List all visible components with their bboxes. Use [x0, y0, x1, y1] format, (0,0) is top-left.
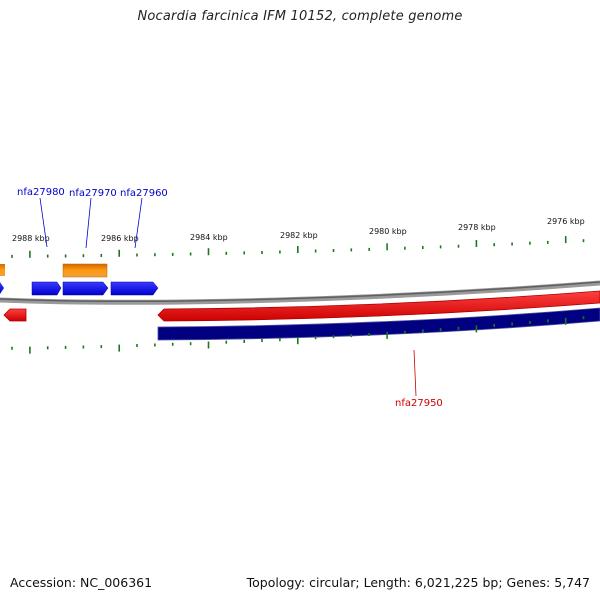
- tick-marks-top: [11, 236, 585, 258]
- leader-nfa27980: [39, 197, 48, 248]
- gene-nfa27980-arrow: [31, 281, 62, 296]
- gene-nfa27970-arrow: [62, 281, 109, 296]
- genome-summary-text: Topology: circular; Length: 6,021,225 bp…: [246, 575, 590, 590]
- tick-marks-bottom: [11, 316, 585, 354]
- leader-nfa27950: [413, 349, 417, 397]
- gene-blue-edge-arrow: [0, 282, 4, 294]
- orange-feature-left: [0, 264, 5, 276]
- gene-small-red-arrow: [3, 308, 27, 322]
- navy-band: [157, 307, 600, 341]
- tick-label-2988: 2988 kbp: [12, 234, 50, 243]
- leader-nfa27970: [85, 197, 92, 249]
- gene-label-nfa27960: nfa27960: [120, 188, 168, 199]
- gene-label-nfa27950: nfa27950: [395, 398, 443, 409]
- tick-label-2986: 2986 kbp: [101, 234, 139, 243]
- tick-label-2984: 2984 kbp: [190, 233, 228, 242]
- backbone-arc-highlight: [0, 281, 600, 303]
- orange-feature: [62, 263, 108, 278]
- leader-nfa27960: [134, 197, 143, 249]
- tick-label-2978: 2978 kbp: [458, 223, 496, 232]
- gene-label-nfa27970: nfa27970: [69, 188, 117, 199]
- gene-nfa27960-arrow: [110, 281, 159, 296]
- backbone-arc: [0, 280, 600, 305]
- tick-label-2980: 2980 kbp: [369, 227, 407, 236]
- tick-label-2976: 2976 kbp: [547, 217, 585, 226]
- gene-label-nfa27980: nfa27980: [17, 187, 65, 198]
- accession-text: Accession: NC_006361: [10, 575, 153, 590]
- tick-label-2982: 2982 kbp: [280, 231, 318, 240]
- gene-nfa27950-arrow: [157, 290, 600, 322]
- map-title: Nocardia farcinica IFM 10152, complete g…: [137, 9, 463, 24]
